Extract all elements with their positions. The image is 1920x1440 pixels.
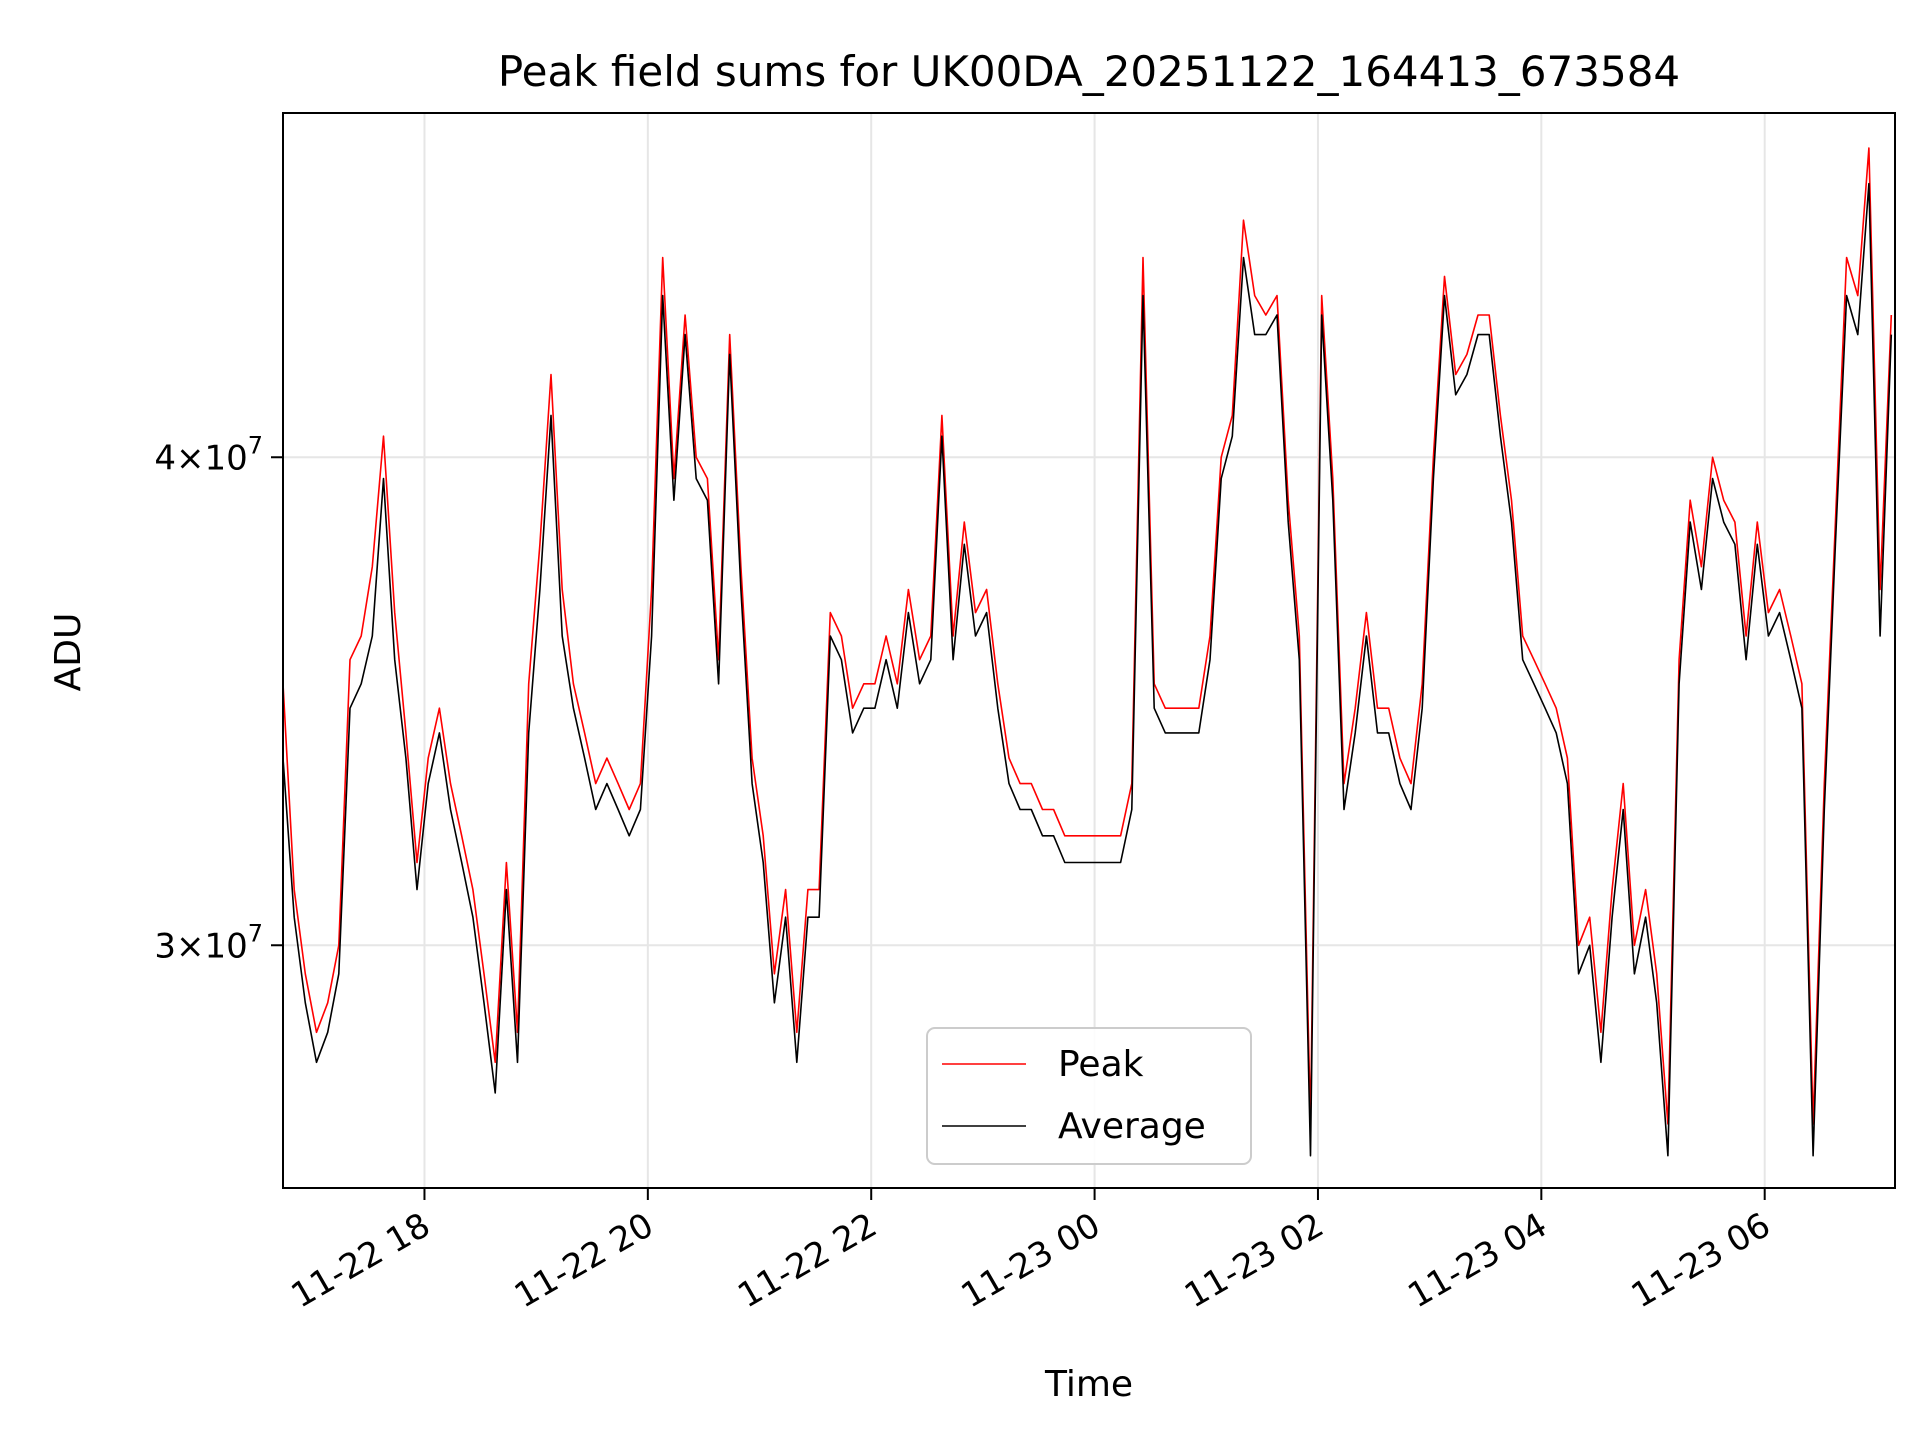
legend-label-average: Average [1058,1106,1206,1147]
y-tick-label: 3×107 [154,919,263,966]
legend-box [926,1027,1252,1165]
series-line-average [282,182,1893,1157]
plot-frame [282,112,1896,1189]
x-axis-label: Time [1044,1364,1133,1405]
series-layer [282,147,1893,1157]
y-axis: 3×107 4×107 [154,431,283,966]
y-axis-label: ADU [48,613,89,692]
series-line-peak [282,147,1893,1125]
chart-title: Peak field sums for UK00DA_20251122_1644… [498,47,1680,96]
legend: Peak Average [926,1027,1252,1165]
legend-label-peak: Peak [1058,1044,1144,1085]
y-tick-label: 4×107 [154,431,263,478]
